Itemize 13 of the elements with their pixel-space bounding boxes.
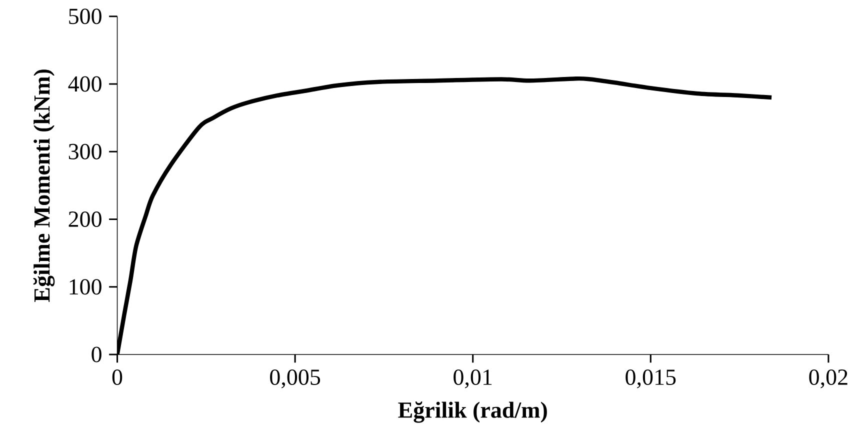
x-tick-label: 0: [112, 370, 122, 386]
x-tick-label: 0,01: [454, 370, 492, 388]
y-tick-label: 100: [70, 279, 102, 295]
x-tick-label: 0,005: [270, 370, 320, 388]
y-tick-label: 500: [69, 8, 102, 24]
y-tick-label: 300: [68, 144, 102, 160]
x-tick-label: 0,015: [626, 370, 676, 388]
y-axis-title: Eğilme Momenti (kNm): [33, 70, 55, 302]
y-tick-label: 200: [68, 212, 102, 228]
y-tick-label: 0: [92, 346, 102, 362]
x-axis-title: Eğrilik (rad/m): [398, 402, 547, 423]
x-tick-label: 0,02: [809, 370, 848, 388]
y-tick-label: 400: [68, 76, 102, 92]
